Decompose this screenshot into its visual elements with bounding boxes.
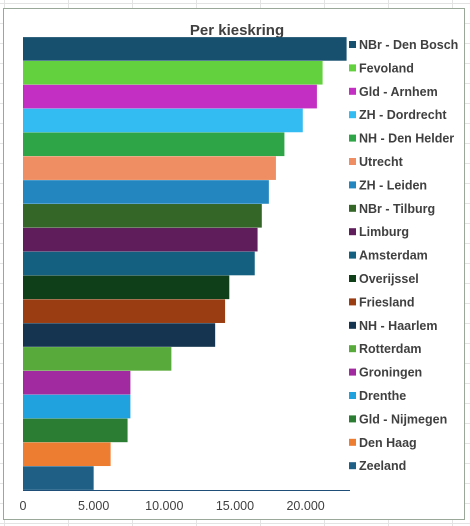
legend-label: Amsterdam: [359, 249, 428, 263]
legend-swatch: [349, 462, 356, 470]
bar-gld-arnhem[interactable]: [23, 84, 317, 109]
legend-swatch: [349, 204, 356, 212]
legend-label: Overijssel: [359, 272, 419, 286]
chart-container[interactable]: Per kieskring 0 5.000 10.000 15.000 20.000 N…: [3, 8, 465, 520]
bar-nbr-den-bosch[interactable]: [23, 37, 347, 61]
legend-label: Fevoland: [359, 61, 414, 75]
bar-nbr-tilburg[interactable]: [23, 204, 262, 228]
legend-swatch: [349, 181, 356, 189]
bar-zh-leiden[interactable]: [23, 180, 269, 204]
bars-group: [23, 37, 347, 490]
bar-nh-den-helder[interactable]: [23, 132, 285, 157]
bar-chart: Per kieskring 0 5.000 10.000 15.000 20.000 N…: [20, 22, 459, 513]
legend-label: ZH - Dordrecht: [359, 108, 447, 122]
legend-label: NH - Den Helder: [359, 132, 454, 146]
x-tick-label: 5.000: [78, 499, 109, 513]
legend-swatch: [349, 275, 356, 282]
legend: NBr - Den Bosch Fevoland Gld - Arnhem ZH - …: [349, 38, 458, 473]
bar-limburg[interactable]: [23, 227, 258, 252]
legend-swatch: [349, 64, 356, 72]
x-axis: 0 5.000 10.000 15.000 20.000: [20, 490, 350, 513]
bar-friesland[interactable]: [23, 299, 226, 323]
bar-groningen[interactable]: [23, 370, 131, 395]
legend-label: NBr - Den Bosch: [359, 38, 458, 52]
x-tick-label: 0: [20, 499, 27, 513]
legend-swatch: [349, 87, 356, 95]
legend-label: Gld - Arnhem: [359, 85, 438, 99]
legend-label: Den Haag: [359, 436, 417, 450]
bar-zeeland[interactable]: [23, 466, 94, 490]
legend-label: Zeeland: [359, 459, 406, 473]
legend-label: Gld - Nijmegen: [359, 412, 447, 426]
legend-swatch: [349, 134, 356, 142]
legend-swatch: [349, 368, 356, 376]
legend-swatch: [349, 415, 356, 423]
legend-swatch: [349, 345, 356, 353]
bar-rotterdam[interactable]: [23, 347, 172, 371]
legend-swatch: [349, 228, 356, 236]
bar-amsterdam[interactable]: [23, 251, 255, 276]
legend-swatch: [349, 158, 356, 165]
legend-label: Drenthe: [359, 389, 406, 403]
legend-swatch: [349, 41, 356, 48]
bar-fevoland[interactable]: [23, 60, 323, 85]
legend-swatch: [349, 298, 356, 306]
legend-label: Limburg: [359, 225, 409, 239]
legend-swatch: [349, 111, 356, 119]
bar-utrecht[interactable]: [23, 156, 276, 180]
x-tick-label: 20.000: [286, 499, 324, 513]
bar-gld-nijmegen[interactable]: [23, 418, 128, 443]
bar-overijssel[interactable]: [23, 275, 230, 300]
legend-label: ZH - Leiden: [359, 178, 427, 192]
legend-label: NH - Haarlem: [359, 319, 438, 333]
legend-label: NBr - Tilburg: [359, 202, 435, 216]
legend-swatch: [349, 392, 356, 399]
legend-label: Friesland: [359, 295, 415, 309]
x-tick-label: 15.000: [216, 499, 254, 513]
chart-title: Per kieskring: [190, 22, 284, 39]
legend-label: Utrecht: [359, 155, 404, 169]
bar-zh-dordrecht[interactable]: [23, 108, 303, 133]
legend-swatch: [349, 321, 356, 329]
legend-label: Rotterdam: [359, 342, 422, 356]
legend-swatch: [349, 251, 356, 259]
legend-label: Groningen: [359, 366, 422, 380]
legend-swatch: [349, 438, 356, 446]
bar-drenthe[interactable]: [23, 394, 131, 419]
bar-den-haag[interactable]: [23, 442, 111, 467]
bar-nh-haarlem[interactable]: [23, 323, 216, 347]
x-tick-label: 10.000: [145, 499, 183, 513]
